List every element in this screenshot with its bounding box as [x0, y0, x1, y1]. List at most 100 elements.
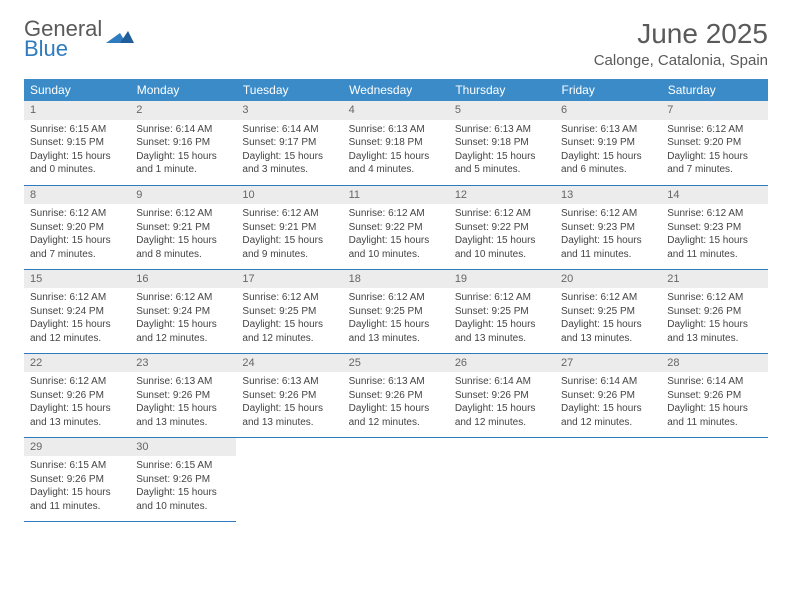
calendar-day-cell: 17Sunrise: 6:12 AMSunset: 9:25 PMDayligh… [236, 269, 342, 353]
calendar-day-cell [236, 437, 342, 521]
calendar-day-cell: 4Sunrise: 6:13 AMSunset: 9:18 PMDaylight… [343, 101, 449, 185]
daylight-line: Daylight: 15 hours and 11 minutes. [667, 402, 761, 429]
daylight-line: Daylight: 15 hours and 12 minutes. [30, 318, 124, 345]
sunrise-line: Sunrise: 6:12 AM [667, 123, 761, 137]
sunrise-line: Sunrise: 6:12 AM [455, 291, 549, 305]
page-header: General Blue June 2025 Calonge, Cataloni… [24, 18, 768, 69]
day-number: 5 [449, 101, 555, 120]
sunset-line: Sunset: 9:19 PM [561, 136, 655, 150]
calendar-day-cell: 16Sunrise: 6:12 AMSunset: 9:24 PMDayligh… [130, 269, 236, 353]
calendar-week-row: 8Sunrise: 6:12 AMSunset: 9:20 PMDaylight… [24, 185, 768, 269]
sunset-line: Sunset: 9:26 PM [242, 389, 336, 403]
calendar-day-cell: 20Sunrise: 6:12 AMSunset: 9:25 PMDayligh… [555, 269, 661, 353]
day-number: 16 [130, 270, 236, 289]
weekday-header-row: Sunday Monday Tuesday Wednesday Thursday… [24, 79, 768, 101]
sunset-line: Sunset: 9:25 PM [242, 305, 336, 319]
sunset-line: Sunset: 9:22 PM [455, 221, 549, 235]
sunset-line: Sunset: 9:17 PM [242, 136, 336, 150]
day-number: 29 [24, 438, 130, 457]
sunset-line: Sunset: 9:24 PM [30, 305, 124, 319]
day-number: 7 [661, 101, 767, 120]
day-number: 8 [24, 186, 130, 205]
daylight-line: Daylight: 15 hours and 10 minutes. [136, 486, 230, 513]
calendar-day-cell: 15Sunrise: 6:12 AMSunset: 9:24 PMDayligh… [24, 269, 130, 353]
day-number: 30 [130, 438, 236, 457]
sunrise-line: Sunrise: 6:13 AM [136, 375, 230, 389]
day-number: 13 [555, 186, 661, 205]
sunset-line: Sunset: 9:25 PM [455, 305, 549, 319]
daylight-line: Daylight: 15 hours and 1 minute. [136, 150, 230, 177]
sunrise-line: Sunrise: 6:14 AM [136, 123, 230, 137]
day-number: 25 [343, 354, 449, 373]
daylight-line: Daylight: 15 hours and 5 minutes. [455, 150, 549, 177]
calendar-day-cell: 26 Sunrise: 6:14 AMSunset: 9:26 PMDayligh… [449, 353, 555, 437]
calendar-day-cell: 8Sunrise: 6:12 AMSunset: 9:20 PMDaylight… [24, 185, 130, 269]
calendar-table: Sunday Monday Tuesday Wednesday Thursday… [24, 79, 768, 522]
sunrise-line: Sunrise: 6:14 AM [242, 123, 336, 137]
sunrise-line: Sunrise: 6:12 AM [349, 207, 443, 221]
calendar-day-cell: 13Sunrise: 6:12 AMSunset: 9:23 PMDayligh… [555, 185, 661, 269]
day-number: 6 [555, 101, 661, 120]
calendar-day-cell: 1Sunrise: 6:15 AMSunset: 9:15 PMDaylight… [24, 101, 130, 185]
day-number: 22 [24, 354, 130, 373]
day-number: 18 [343, 270, 449, 289]
calendar-day-cell: 25Sunrise: 6:13 AMSunset: 9:26 PMDayligh… [343, 353, 449, 437]
day-number: 28 [661, 354, 767, 373]
sunset-line: Sunset: 9:26 PM [455, 389, 549, 403]
sunrise-line: Sunrise: 6:14 AM [455, 375, 549, 389]
day-number: 14 [661, 186, 767, 205]
calendar-week-row: 15Sunrise: 6:12 AMSunset: 9:24 PMDayligh… [24, 269, 768, 353]
sunset-line: Sunset: 9:21 PM [242, 221, 336, 235]
calendar-day-cell: 19Sunrise: 6:12 AMSunset: 9:25 PMDayligh… [449, 269, 555, 353]
sunset-line: Sunset: 9:15 PM [30, 136, 124, 150]
sunset-line: Sunset: 9:24 PM [136, 305, 230, 319]
daylight-line: Daylight: 15 hours and 13 minutes. [30, 402, 124, 429]
weekday-header: Saturday [661, 79, 767, 101]
calendar-body: 1Sunrise: 6:15 AMSunset: 9:15 PMDaylight… [24, 101, 768, 521]
day-number: 10 [236, 186, 342, 205]
sunrise-line: Sunrise: 6:12 AM [561, 291, 655, 305]
weekday-header: Tuesday [236, 79, 342, 101]
sunset-line: Sunset: 9:22 PM [349, 221, 443, 235]
weekday-header: Friday [555, 79, 661, 101]
calendar-day-cell: 10Sunrise: 6:12 AMSunset: 9:21 PMDayligh… [236, 185, 342, 269]
calendar-day-cell: 14Sunrise: 6:12 AMSunset: 9:23 PMDayligh… [661, 185, 767, 269]
calendar-day-cell: 2Sunrise: 6:14 AMSunset: 9:16 PMDaylight… [130, 101, 236, 185]
daylight-line: Daylight: 15 hours and 7 minutes. [30, 234, 124, 261]
daylight-line: Daylight: 15 hours and 13 minutes. [667, 318, 761, 345]
sunrise-line: Sunrise: 6:13 AM [349, 123, 443, 137]
daylight-line: Daylight: 15 hours and 8 minutes. [136, 234, 230, 261]
calendar-day-cell: 9Sunrise: 6:12 AMSunset: 9:21 PMDaylight… [130, 185, 236, 269]
day-number: 12 [449, 186, 555, 205]
sunrise-line: Sunrise: 6:12 AM [561, 207, 655, 221]
calendar-day-cell: 29Sunrise: 6:15 AMSunset: 9:26 PMDayligh… [24, 437, 130, 521]
sunset-line: Sunset: 9:26 PM [349, 389, 443, 403]
calendar-day-cell [449, 437, 555, 521]
calendar-day-cell: 22Sunrise: 6:12 AMSunset: 9:26 PMDayligh… [24, 353, 130, 437]
sunset-line: Sunset: 9:26 PM [667, 305, 761, 319]
day-number: 1 [24, 101, 130, 120]
daylight-line: Daylight: 15 hours and 10 minutes. [349, 234, 443, 261]
day-number: 27 [555, 354, 661, 373]
weekday-header: Sunday [24, 79, 130, 101]
sunrise-line: Sunrise: 6:12 AM [30, 291, 124, 305]
sunrise-line: Sunrise: 6:15 AM [30, 123, 124, 137]
daylight-line: Daylight: 15 hours and 11 minutes. [561, 234, 655, 261]
weekday-header: Monday [130, 79, 236, 101]
sunrise-line: Sunrise: 6:12 AM [349, 291, 443, 305]
sunset-line: Sunset: 9:26 PM [667, 389, 761, 403]
calendar-day-cell: 6Sunrise: 6:13 AMSunset: 9:19 PMDaylight… [555, 101, 661, 185]
daylight-line: Daylight: 15 hours and 12 minutes. [455, 402, 549, 429]
calendar-day-cell: 3Sunrise: 6:14 AMSunset: 9:17 PMDaylight… [236, 101, 342, 185]
sunrise-line: Sunrise: 6:15 AM [136, 459, 230, 473]
day-number: 17 [236, 270, 342, 289]
day-number: 20 [555, 270, 661, 289]
calendar-day-cell: 28Sunrise: 6:14 AMSunset: 9:26 PMDayligh… [661, 353, 767, 437]
daylight-line: Daylight: 15 hours and 10 minutes. [455, 234, 549, 261]
daylight-line: Daylight: 15 hours and 11 minutes. [30, 486, 124, 513]
calendar-day-cell: 27Sunrise: 6:14 AMSunset: 9:26 PMDayligh… [555, 353, 661, 437]
day-number: 26 [449, 354, 555, 373]
location: Calonge, Catalonia, Spain [594, 52, 768, 69]
sunset-line: Sunset: 9:26 PM [136, 473, 230, 487]
daylight-line: Daylight: 15 hours and 13 minutes. [136, 402, 230, 429]
